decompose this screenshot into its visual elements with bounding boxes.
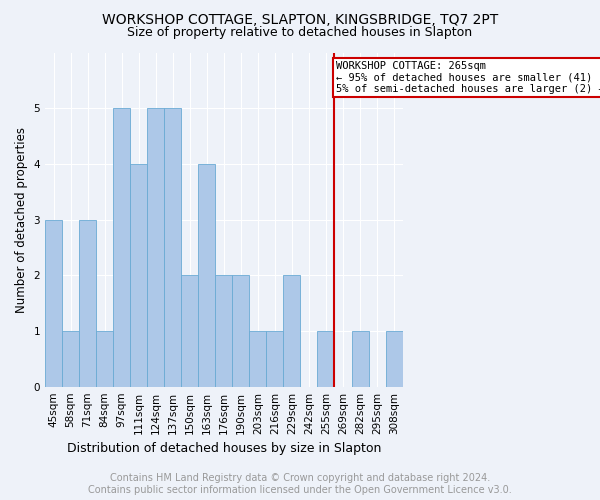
Bar [232,276,250,386]
Bar [250,331,266,386]
Text: WORKSHOP COTTAGE: 265sqm
← 95% of detached houses are smaller (41)
5% of semi-de: WORKSHOP COTTAGE: 265sqm ← 95% of detach… [336,61,600,94]
Bar [45,220,62,386]
Y-axis label: Number of detached properties: Number of detached properties [15,126,28,312]
Text: Contains HM Land Registry data © Crown copyright and database right 2024.
Contai: Contains HM Land Registry data © Crown c… [88,474,512,495]
X-axis label: Distribution of detached houses by size in Slapton: Distribution of detached houses by size … [67,442,381,455]
Bar [266,331,283,386]
Bar [130,164,147,386]
Bar [198,164,215,386]
Bar [113,108,130,386]
Text: WORKSHOP COTTAGE, SLAPTON, KINGSBRIDGE, TQ7 2PT: WORKSHOP COTTAGE, SLAPTON, KINGSBRIDGE, … [102,12,498,26]
Text: Size of property relative to detached houses in Slapton: Size of property relative to detached ho… [127,26,473,39]
Bar [352,331,368,386]
Bar [317,331,334,386]
Bar [215,276,232,386]
Bar [181,276,198,386]
Bar [386,331,403,386]
Bar [96,331,113,386]
Bar [147,108,164,386]
Bar [164,108,181,386]
Bar [283,276,301,386]
Bar [79,220,96,386]
Bar [62,331,79,386]
